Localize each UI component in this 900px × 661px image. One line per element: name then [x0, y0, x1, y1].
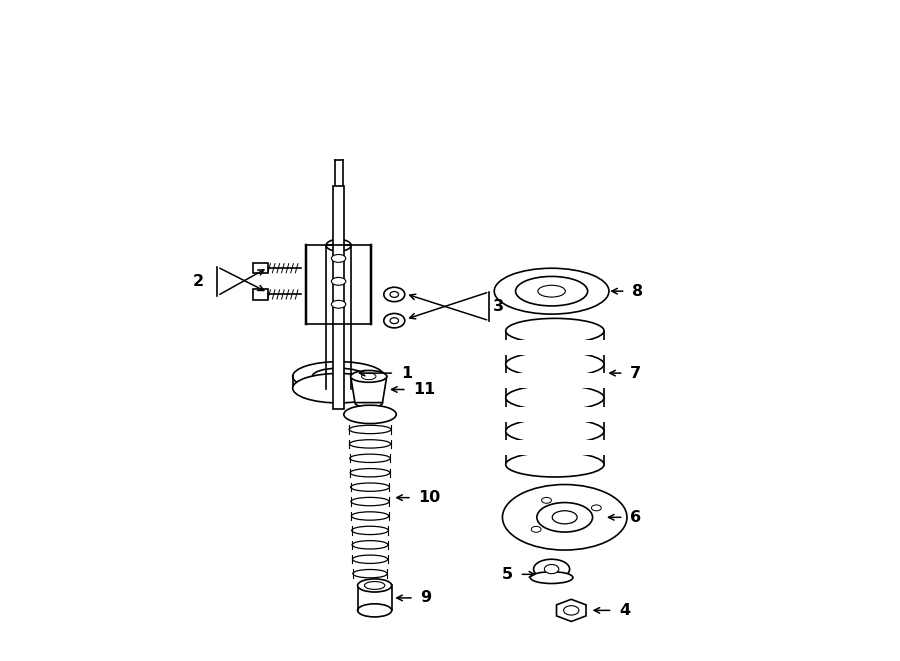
Polygon shape — [556, 600, 586, 621]
Ellipse shape — [292, 373, 384, 403]
Ellipse shape — [351, 483, 390, 491]
Ellipse shape — [531, 526, 541, 532]
Ellipse shape — [357, 603, 392, 617]
Ellipse shape — [563, 605, 579, 615]
Ellipse shape — [364, 582, 385, 590]
Text: 7: 7 — [630, 366, 642, 381]
Ellipse shape — [383, 313, 405, 328]
Ellipse shape — [502, 485, 627, 550]
Ellipse shape — [353, 570, 387, 578]
Ellipse shape — [362, 373, 376, 379]
Ellipse shape — [534, 559, 570, 579]
Ellipse shape — [506, 319, 604, 343]
Ellipse shape — [530, 572, 573, 584]
Ellipse shape — [351, 497, 389, 506]
Ellipse shape — [312, 368, 364, 385]
Text: 10: 10 — [418, 490, 441, 505]
Ellipse shape — [353, 555, 388, 563]
Text: 2: 2 — [194, 274, 204, 289]
Ellipse shape — [390, 318, 399, 324]
Text: 8: 8 — [632, 284, 644, 299]
Ellipse shape — [506, 418, 604, 444]
Ellipse shape — [350, 454, 391, 463]
Bar — [502, 340, 608, 355]
Ellipse shape — [292, 362, 384, 391]
Text: 3: 3 — [492, 299, 504, 314]
Ellipse shape — [355, 398, 382, 408]
Ellipse shape — [357, 579, 392, 592]
Polygon shape — [351, 376, 387, 403]
Ellipse shape — [326, 239, 351, 251]
Ellipse shape — [349, 425, 391, 434]
Bar — [502, 373, 608, 389]
Ellipse shape — [494, 268, 609, 314]
Ellipse shape — [349, 440, 391, 448]
Ellipse shape — [331, 278, 346, 286]
Ellipse shape — [351, 512, 389, 520]
Ellipse shape — [352, 541, 388, 549]
Ellipse shape — [536, 502, 592, 532]
Bar — [254, 263, 268, 274]
Ellipse shape — [351, 370, 387, 382]
Ellipse shape — [506, 385, 604, 410]
Ellipse shape — [516, 276, 588, 306]
Text: 9: 9 — [420, 590, 432, 605]
Bar — [254, 290, 268, 299]
Bar — [333, 186, 345, 409]
Bar — [502, 407, 608, 422]
Ellipse shape — [331, 254, 346, 262]
Ellipse shape — [538, 286, 565, 297]
Ellipse shape — [506, 352, 604, 377]
Ellipse shape — [383, 288, 405, 301]
Ellipse shape — [553, 511, 577, 524]
Ellipse shape — [352, 526, 389, 535]
Text: 6: 6 — [630, 510, 642, 525]
Text: 5: 5 — [502, 567, 513, 582]
Ellipse shape — [344, 405, 396, 424]
Ellipse shape — [542, 497, 552, 503]
Ellipse shape — [591, 505, 601, 511]
Ellipse shape — [350, 469, 390, 477]
Text: 1: 1 — [400, 366, 412, 381]
Text: 11: 11 — [413, 382, 436, 397]
Bar — [502, 440, 608, 455]
Ellipse shape — [390, 292, 399, 297]
Ellipse shape — [544, 564, 559, 574]
Ellipse shape — [331, 300, 346, 308]
Text: 4: 4 — [619, 603, 630, 618]
Ellipse shape — [506, 452, 604, 477]
